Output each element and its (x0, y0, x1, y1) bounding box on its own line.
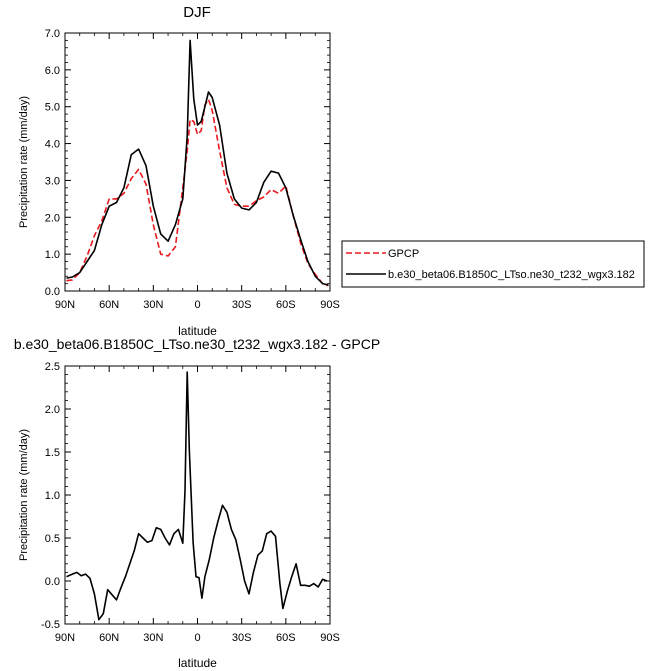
y-tick-label: 5.0 (45, 102, 60, 114)
y-tick-label: 4.0 (45, 139, 60, 151)
y-tick-label: 6.0 (45, 65, 60, 77)
y-tick-label: -0.5 (41, 619, 60, 631)
zonal-mean-panel: DJF 90N 60N 30N 0 30S 60S 90S 0.0 1.0 2.0 3.0 4.0 5.0… (18, 4, 645, 338)
legend: GPCP b.e30_beta06.B1850C_LTso.ne30_t232_w… (341, 240, 645, 288)
x-tick-label: 60N (99, 632, 119, 644)
y-axis-label: Precipitation rate (mm/day) (18, 429, 30, 561)
plot-frame (64, 365, 331, 625)
x-tick-label: 30N (143, 299, 163, 311)
y-tick-label: 0.0 (45, 286, 60, 298)
legend-label-0: GPCP (388, 248, 419, 260)
y-tick-label: 0.5 (45, 533, 60, 545)
y-axis-label: Precipitation rate (mm/day) (18, 96, 30, 228)
chart-title: DJF (183, 4, 211, 21)
x-tick-label: 90N (55, 632, 75, 644)
x-tick-label: 0 (194, 299, 200, 311)
legend-label-1: b.e30_beta06.B1850C_LTso.ne30_t232_wgx3.… (388, 269, 635, 281)
y-tick-label: 7.0 (45, 28, 60, 40)
plot-frame (64, 32, 331, 292)
y-tick-label: 2.0 (45, 212, 60, 224)
series-line-0 (66, 371, 328, 621)
series-line-0 (66, 98, 329, 287)
x-tick-label: 30S (232, 299, 252, 311)
y-tick-label: 1.0 (45, 490, 60, 502)
x-tick-label: 90S (320, 632, 340, 644)
x-tick-label: 60S (276, 299, 296, 311)
y-tick-label: 3.0 (45, 175, 60, 187)
x-tick-label: 60N (99, 299, 119, 311)
y-tick-label: 2.5 (45, 361, 60, 373)
x-axis-label: latitude (178, 324, 217, 338)
legend-box (341, 240, 645, 288)
x-tick-label: 30S (232, 632, 252, 644)
y-tick-label: 2.0 (45, 404, 60, 416)
chart-title: b.e30_beta06.B1850C_LTso.ne30_t232_wgx3.… (14, 336, 380, 352)
x-tick-label: 90S (320, 299, 340, 311)
x-tick-label: 30N (143, 632, 163, 644)
x-tick-label: 0 (194, 632, 200, 644)
x-tick-label: 60S (276, 632, 296, 644)
y-tick-label: 0.0 (45, 576, 60, 588)
y-tick-label: 1.0 (45, 249, 60, 261)
difference-panel: b.e30_beta06.B1850C_LTso.ne30_t232_wgx3.… (14, 336, 380, 670)
y-tick-label: 1.5 (45, 447, 60, 459)
x-axis-label: latitude (178, 656, 217, 670)
series-line-1 (66, 39, 329, 286)
x-tick-label: 90N (55, 299, 75, 311)
